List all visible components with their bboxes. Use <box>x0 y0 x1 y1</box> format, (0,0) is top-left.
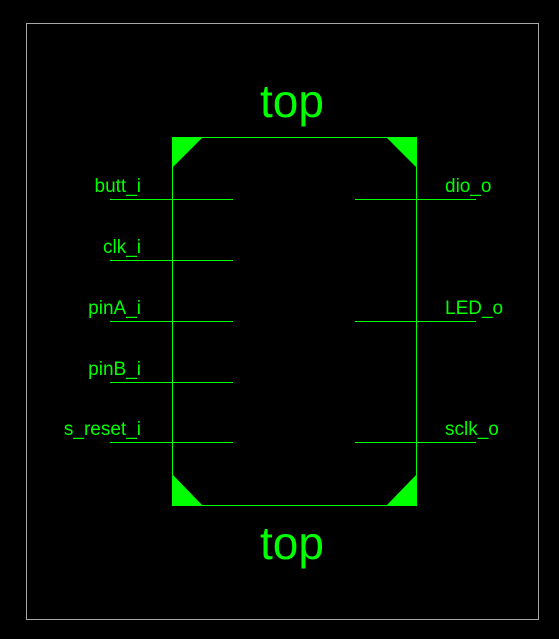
corner-marker-bottom-left <box>172 474 203 506</box>
sheet-frame <box>26 23 539 620</box>
corner-marker-top-left <box>172 137 203 168</box>
port-label-pinB_i: pinB_i <box>88 359 141 380</box>
corner-marker-top-right <box>386 137 417 168</box>
port-label-butt_i: butt_i <box>95 176 141 197</box>
port-label-pinA_i: pinA_i <box>88 298 141 319</box>
port-label-clk_i: clk_i <box>103 237 141 258</box>
port-label-sclk_o: sclk_o <box>445 419 499 440</box>
symbol-name-top: top <box>260 75 324 127</box>
port-label-dio_o: dio_o <box>445 176 492 197</box>
port-label-s_reset_i: s_reset_i <box>64 419 141 440</box>
port-label-LED_o: LED_o <box>445 298 503 319</box>
symbol-name-bottom: top <box>260 517 324 569</box>
corner-marker-bottom-right <box>386 474 417 506</box>
